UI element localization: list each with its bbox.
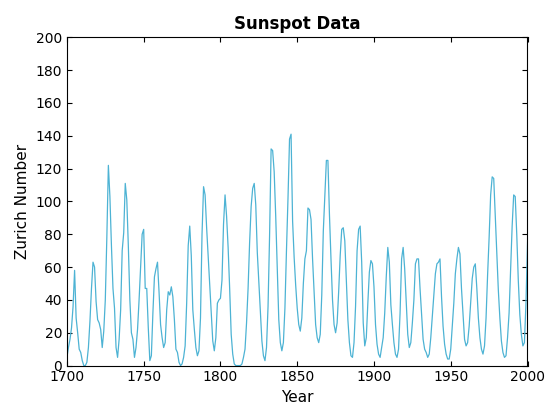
Title: Sunspot Data: Sunspot Data <box>234 15 361 33</box>
X-axis label: Year: Year <box>281 390 314 405</box>
Y-axis label: Zurich Number: Zurich Number <box>15 144 30 259</box>
